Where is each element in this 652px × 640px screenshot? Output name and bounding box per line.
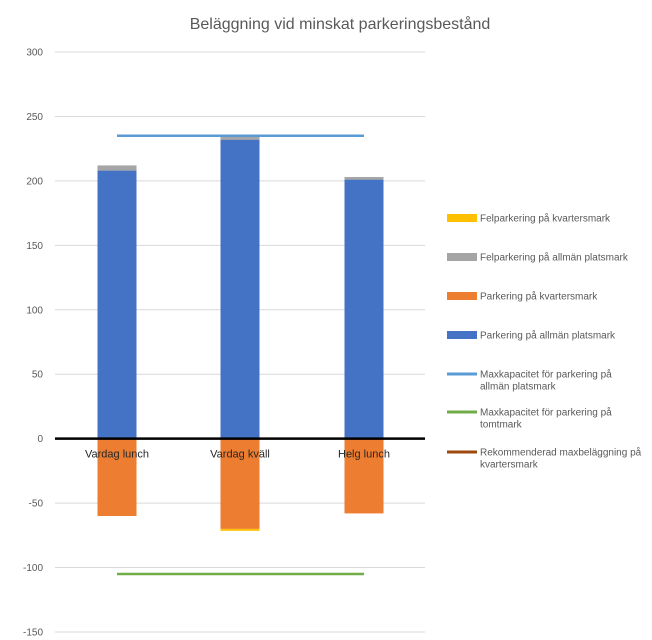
legend-label: Parkering på allmän platsmark [480, 330, 616, 342]
legend-item-parkering-p-kvartersmark: Parkering på kvartersmark [447, 291, 598, 303]
category-labels: Vardag lunch Vardag kväll Helg lunch [85, 449, 390, 461]
legend-label: Felparkering på allmän platsmark [480, 252, 629, 264]
legend-label: Parkering på kvartersmark [480, 291, 598, 303]
y-tick-label: 0 [37, 434, 43, 445]
bar-felparkering-p-kvartersmark-vardag-kv-ll [220, 528, 260, 531]
category-label: Vardag lunch [85, 449, 149, 461]
y-tick-label: 150 [26, 241, 43, 252]
bar-parkering-p-allm-n-platsmark-vardag-kv-ll [220, 139, 260, 439]
bar-felparkering-p-allm-n-platsmark-vardag-kv-ll [220, 134, 260, 140]
legend-item-parkering-p-allm-n-platsmark: Parkering på allmän platsmark [447, 330, 616, 342]
y-axis-tick-labels: 300 250 200 150 100 50 0 -50 -100 -150 [23, 48, 43, 639]
y-tick-label: -150 [23, 628, 43, 639]
category-label: Helg lunch [338, 449, 390, 461]
legend: Felparkering på kvartersmark Felparkering… [447, 213, 642, 471]
y-tick-label: 300 [26, 48, 43, 59]
y-tick-label: -100 [23, 563, 43, 574]
legend-label: Rekommenderad maxbeläggning på kvartersma… [480, 447, 642, 471]
bar-felparkering-p-allm-n-platsmark-helg-lunch [344, 177, 384, 180]
bar-parkering-p-allm-n-platsmark-vardag-lunch [97, 170, 137, 439]
legend-swatch [447, 331, 477, 339]
category-label: Vardag kväll [210, 449, 270, 461]
bar-parkering-p-kvartersmark-vardag-kv-ll [220, 438, 260, 529]
legend-swatch [447, 253, 477, 261]
legend-item-maxkapacitet-f-r-parkering-p-allm-n-platsmark: Maxkapacitet för parkering på allmän plat… [447, 369, 612, 393]
chart-title: Beläggning vid minskat parkeringsbestånd [190, 15, 491, 33]
bar-series [97, 134, 384, 531]
legend-item-rekommenderad-maxbel-ggning-p-kvartersmark: Rekommenderad maxbeläggning på kvartersma… [447, 447, 642, 471]
legend-item-felparkering-p-kvartersmark: Felparkering på kvartersmark [447, 213, 611, 225]
y-tick-label: -50 [29, 499, 44, 510]
y-tick-label: 50 [32, 370, 44, 381]
bar-parkering-p-kvartersmark-vardag-lunch [97, 438, 137, 516]
legend-item-maxkapacitet-f-r-parkering-p-tomtmark: Maxkapacitet för parkering på tomtmark [447, 407, 612, 431]
bar-felparkering-p-allm-n-platsmark-vardag-lunch [97, 165, 137, 171]
legend-item-felparkering-p-allm-n-platsmark: Felparkering på allmän platsmark [447, 252, 629, 264]
bar-parkering-p-allm-n-platsmark-helg-lunch [344, 179, 384, 439]
legend-label: Felparkering på kvartersmark [480, 213, 611, 225]
y-tick-label: 200 [26, 176, 43, 187]
legend-swatch [447, 292, 477, 300]
legend-label: Maxkapacitet för parkering på allmän plat… [480, 369, 612, 393]
legend-label: Maxkapacitet för parkering på tomtmark [480, 407, 612, 431]
y-tick-label: 100 [26, 305, 43, 316]
legend-swatch [447, 214, 477, 222]
line-series [117, 134, 364, 576]
bar-parkering-p-kvartersmark-helg-lunch [344, 438, 384, 514]
y-tick-label: 250 [26, 112, 43, 123]
